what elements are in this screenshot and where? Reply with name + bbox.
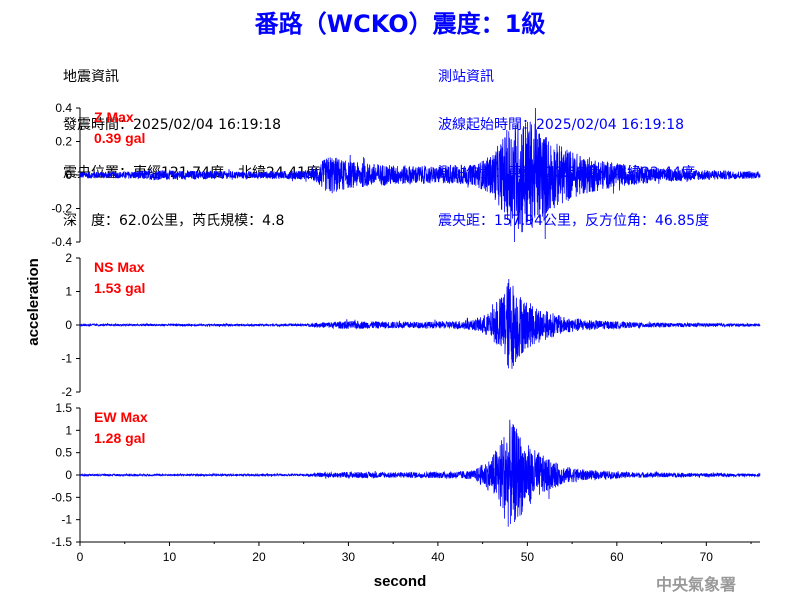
y-tick-label-EW: 0.5 bbox=[55, 446, 72, 460]
y-tick-label-EW: 0 bbox=[65, 468, 72, 482]
y-tick-label-Z: -0.2 bbox=[51, 202, 72, 216]
x-axis-label: second bbox=[374, 573, 427, 590]
y-tick-label-NS: 2 bbox=[65, 251, 72, 265]
agency-watermark: 中央氣象署 bbox=[656, 575, 737, 594]
depth-magnitude: 深 度：62.0公里，芮氏規模：4.8 bbox=[63, 213, 285, 229]
earthquake-info-heading: 地震資訊 bbox=[63, 69, 119, 85]
x-tick-label: 20 bbox=[252, 550, 266, 564]
y-tick-label-EW: -1.5 bbox=[51, 535, 72, 549]
x-tick-label: 0 bbox=[77, 550, 84, 564]
x-tick-label: 10 bbox=[163, 550, 177, 564]
max-value-EW: 1.28 gal bbox=[94, 430, 145, 446]
y-tick-label-NS: -1 bbox=[61, 352, 72, 366]
y-axis-label: acceleration bbox=[25, 258, 42, 346]
y-tick-label-Z: 0 bbox=[65, 168, 72, 182]
y-tick-label-NS: 1 bbox=[65, 285, 72, 299]
y-tick-label-EW: -0.5 bbox=[51, 490, 72, 504]
x-tick-label: 70 bbox=[700, 550, 714, 564]
y-tick-label-EW: 1.5 bbox=[55, 401, 72, 415]
trace-Z bbox=[79, 107, 761, 243]
x-tick-label: 60 bbox=[610, 550, 624, 564]
chart-title: 番路（WCKO）震度：1級 bbox=[254, 10, 546, 38]
station-info-heading: 測站資訊 bbox=[438, 69, 494, 85]
y-tick-label-NS: -2 bbox=[61, 385, 72, 399]
y-tick-label-NS: 0 bbox=[65, 318, 72, 332]
x-tick-label: 30 bbox=[342, 550, 356, 564]
y-tick-label-Z: 0.4 bbox=[55, 101, 72, 115]
max-label-Z: Z Max bbox=[94, 109, 134, 125]
trace-EW bbox=[79, 419, 761, 527]
y-tick-label-Z: -0.4 bbox=[51, 235, 72, 249]
x-tick-label: 40 bbox=[431, 550, 445, 564]
max-label-EW: EW Max bbox=[94, 409, 148, 425]
y-tick-label-Z: 0.2 bbox=[55, 135, 72, 149]
max-value-NS: 1.53 gal bbox=[94, 280, 145, 296]
y-tick-label-EW: -1 bbox=[61, 513, 72, 527]
origin-time: 發震時間：2025/02/04 16:19:18 bbox=[63, 117, 282, 133]
y-tick-label-EW: 1 bbox=[65, 423, 72, 437]
x-tick-label: 50 bbox=[521, 550, 535, 564]
earthquake-info: 地震資訊 發震時間：2025/02/04 16:19:18 震央位置：東經121… bbox=[63, 37, 320, 245]
max-value-Z: 0.39 gal bbox=[94, 130, 145, 146]
max-label-NS: NS Max bbox=[94, 259, 145, 275]
trace-NS bbox=[79, 278, 761, 369]
epicentral-distance: 震央距：157.94公里，反方位角：46.85度 bbox=[438, 213, 710, 229]
